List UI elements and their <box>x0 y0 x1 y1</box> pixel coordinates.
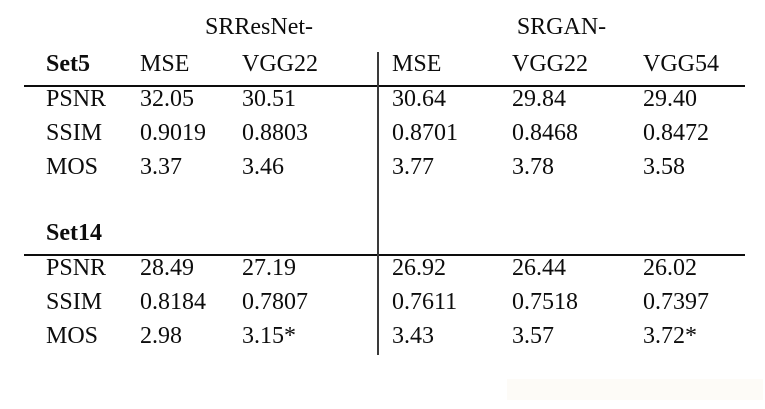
col-header-srresnet-vgg22: VGG22 <box>242 51 318 77</box>
table-row-set14-ssim: SSIM 0.8184 0.7807 0.7611 0.7518 0.7397 <box>24 289 745 323</box>
section-label-set5: Set5 <box>46 51 90 77</box>
value-cell: 29.84 <box>512 86 566 112</box>
value-cell: 28.49 <box>140 255 194 281</box>
table-row-set14-psnr: PSNR 28.49 27.19 26.92 26.44 26.02 <box>24 255 745 289</box>
group-header-srgan: SRGAN- <box>516 14 607 40</box>
value-cell: 0.8184 <box>140 289 206 315</box>
section-label-set14: Set14 <box>46 220 102 246</box>
background-artifact <box>507 379 763 400</box>
value-cell: 3.57 <box>512 323 554 349</box>
value-cell: 3.77 <box>392 154 434 180</box>
value-cell: 3.43 <box>392 323 434 349</box>
table-row-set5-mos: MOS 3.37 3.46 3.77 3.78 3.58 <box>24 154 745 188</box>
metric-label: PSNR <box>46 255 107 281</box>
value-cell: 0.8701 <box>392 120 458 146</box>
value-cell: 30.64 <box>392 86 446 112</box>
value-cell: 0.7397 <box>643 289 709 315</box>
value-cell: 27.19 <box>242 255 296 281</box>
value-cell: 3.37 <box>140 154 182 180</box>
table-row-set5-ssim: SSIM 0.9019 0.8803 0.8701 0.8468 0.8472 <box>24 120 745 154</box>
metric-label: SSIM <box>46 289 103 315</box>
value-cell: 3.58 <box>643 154 685 180</box>
value-cell: 0.8472 <box>643 120 709 146</box>
value-cell: 29.40 <box>643 86 697 112</box>
value-cell: 0.9019 <box>140 120 206 146</box>
value-cell: 26.02 <box>643 255 697 281</box>
table-row-set5-psnr: PSNR 32.05 30.51 30.64 29.84 29.40 <box>24 86 745 120</box>
col-header-srgan-vgg54: VGG54 <box>643 51 719 77</box>
value-cell: 0.8468 <box>512 120 578 146</box>
col-header-srresnet-mse: MSE <box>140 51 190 77</box>
section-label-row-set14: Set14 <box>24 221 745 255</box>
value-cell: 2.98 <box>140 323 182 349</box>
value-cell: 3.46 <box>242 154 284 180</box>
group-header-srresnet: SRResNet- <box>205 14 313 40</box>
metric-label: PSNR <box>46 86 107 112</box>
group-header-row: SRResNet- SRGAN- <box>24 0 745 45</box>
value-cell: 26.92 <box>392 255 446 281</box>
spacer-row <box>24 188 745 221</box>
column-header-row: Set5 MSE VGG22 MSE VGG22 VGG54 <box>24 45 745 86</box>
value-cell: 0.7611 <box>392 289 458 315</box>
table-row-set14-mos: MOS 2.98 3.15* 3.43 3.57 3.72* <box>24 323 745 357</box>
column-divider-line <box>377 52 379 355</box>
value-cell: 0.7518 <box>512 289 578 315</box>
value-cell: 3.72* <box>643 323 697 349</box>
value-cell: 0.8803 <box>242 120 308 146</box>
metric-label: MOS <box>46 323 99 349</box>
results-table: SRResNet- SRGAN- Set5 MSE VGG22 MSE VGG2… <box>24 0 745 357</box>
value-cell: 32.05 <box>140 86 194 112</box>
value-cell: 0.7807 <box>242 289 308 315</box>
metric-label: MOS <box>46 154 99 180</box>
metric-label: SSIM <box>46 120 103 146</box>
value-cell: 30.51 <box>242 86 296 112</box>
col-header-srgan-vgg22: VGG22 <box>512 51 588 77</box>
value-cell: 3.78 <box>512 154 554 180</box>
group-header-empty-cell <box>24 0 140 45</box>
col-header-srgan-mse: MSE <box>392 51 442 77</box>
value-cell: 3.15* <box>242 323 296 349</box>
value-cell: 26.44 <box>512 255 566 281</box>
